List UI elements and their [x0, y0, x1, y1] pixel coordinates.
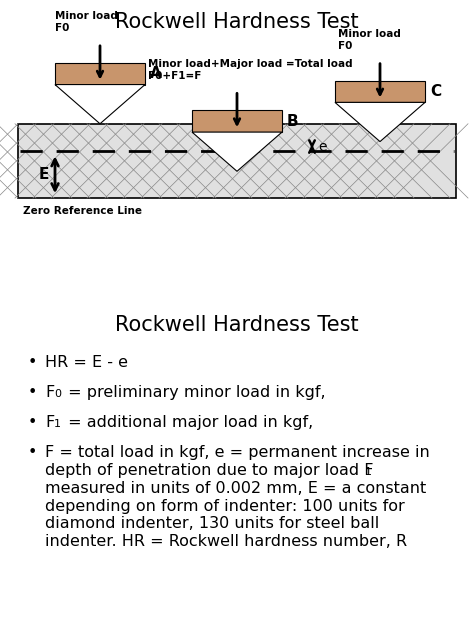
Text: = preliminary minor load in kgf,: = preliminary minor load in kgf,	[63, 385, 325, 400]
Text: •: •	[28, 385, 37, 400]
Text: F: F	[45, 385, 55, 400]
Text: 1: 1	[54, 419, 61, 429]
Text: B: B	[287, 114, 299, 129]
Text: diamond indenter, 130 units for steel ball: diamond indenter, 130 units for steel ba…	[45, 516, 380, 532]
Bar	[335, 81, 425, 102]
Text: 1: 1	[365, 466, 372, 477]
Text: Zero Reference Line: Zero Reference Line	[23, 206, 142, 216]
Polygon shape	[192, 132, 282, 171]
Bar	[18, 124, 456, 198]
Text: depending on form of indenter: 100 units for: depending on form of indenter: 100 units…	[45, 499, 405, 514]
Text: •: •	[28, 415, 37, 430]
Text: 0: 0	[54, 389, 61, 399]
Text: indenter. HR = Rockwell hardness number, R: indenter. HR = Rockwell hardness number,…	[45, 535, 407, 549]
Text: Minor load+Major load =Total load
F0+F1=F: Minor load+Major load =Total load F0+F1=…	[148, 59, 353, 81]
Text: Minor load
F0: Minor load F0	[55, 11, 118, 33]
Polygon shape	[55, 85, 145, 124]
Bar	[192, 111, 282, 132]
Text: HR = E - e: HR = E - e	[45, 355, 128, 370]
Text: e: e	[318, 140, 327, 154]
Text: •: •	[28, 445, 37, 459]
Polygon shape	[335, 102, 425, 142]
Text: E: E	[38, 167, 49, 182]
Text: A: A	[150, 66, 162, 81]
Text: measured in units of 0.002 mm, E = a constant: measured in units of 0.002 mm, E = a con…	[45, 480, 427, 495]
Text: = additional major load in kgf,: = additional major load in kgf,	[63, 415, 313, 430]
Text: F = total load in kgf, e = permanent increase in: F = total load in kgf, e = permanent inc…	[45, 445, 430, 459]
Bar	[55, 63, 145, 85]
Text: Rockwell Hardness Test: Rockwell Hardness Test	[115, 12, 359, 32]
Text: Rockwell Hardness Test: Rockwell Hardness Test	[115, 315, 359, 336]
Text: •: •	[28, 355, 37, 370]
Text: Minor load
F0: Minor load F0	[338, 29, 401, 51]
Text: depth of penetration due to major load F: depth of penetration due to major load F	[45, 463, 374, 478]
Text: F: F	[45, 415, 55, 430]
Text: C: C	[430, 84, 441, 99]
